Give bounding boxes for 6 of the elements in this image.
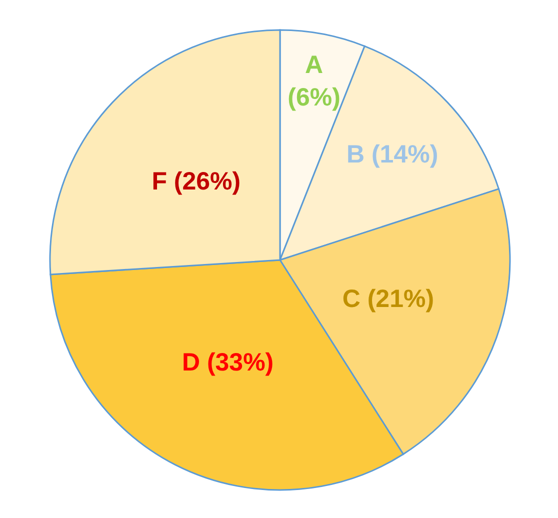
slice-label: A — [305, 50, 324, 79]
slice-label: D (33%) — [182, 348, 274, 376]
slice-label: C (21%) — [342, 284, 434, 313]
data-label: (6%) — [288, 83, 340, 112]
slice-label: B (14%) — [346, 140, 438, 169]
slice-label: F (26%) — [152, 167, 241, 196]
